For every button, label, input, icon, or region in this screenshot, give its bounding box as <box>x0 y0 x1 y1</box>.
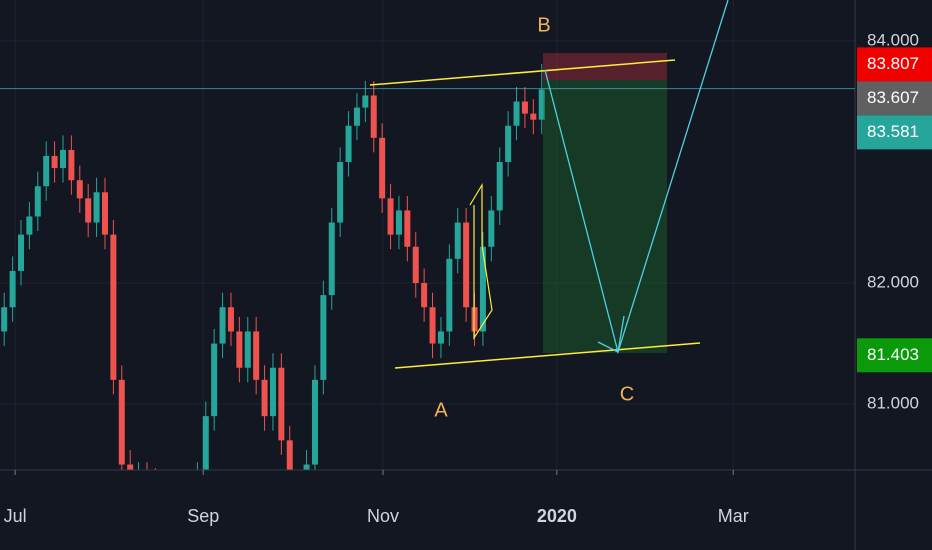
candle-body <box>34 186 41 217</box>
candle-body <box>118 379 125 465</box>
candle-body <box>211 343 218 417</box>
candle-body <box>93 192 100 223</box>
candle-body <box>261 379 268 417</box>
price-tag-label: 83.607 <box>867 88 919 107</box>
zigzag <box>469 182 493 341</box>
candle-body <box>17 234 24 271</box>
price-tag-box <box>857 338 932 373</box>
trendline <box>369 59 676 86</box>
candle-body <box>68 149 75 181</box>
price-tag-box <box>857 115 932 150</box>
arrow-head <box>597 341 619 353</box>
candle-body <box>110 234 117 380</box>
candle-body <box>101 192 108 235</box>
candle-body <box>437 331 444 344</box>
y-tick-label: 82.000 <box>867 273 919 292</box>
candle-body <box>1 307 8 332</box>
y-tick-label: 81.000 <box>867 394 919 413</box>
x-tick-label: Jul <box>4 506 27 526</box>
candle-body <box>496 162 503 211</box>
candle-body <box>362 95 369 108</box>
candle-body <box>227 307 234 332</box>
candle-body <box>328 222 335 296</box>
candle-body <box>404 210 411 247</box>
candle-body <box>379 137 386 199</box>
candle-body <box>244 331 251 368</box>
candle-body <box>463 222 470 308</box>
price-tag-box <box>857 47 932 82</box>
candle-body <box>269 367 276 417</box>
y-tick-label: 84.000 <box>867 31 919 50</box>
candle-body <box>236 331 243 368</box>
candle-body <box>303 464 310 470</box>
wave-label: A <box>434 399 448 421</box>
drawings <box>369 0 729 369</box>
candle-body <box>530 113 537 120</box>
candle-body <box>412 246 419 284</box>
candle-body <box>59 149 66 169</box>
x-tick-label: Mar <box>718 506 749 526</box>
x-tick-label: Sep <box>187 506 219 526</box>
candle-body <box>513 101 520 126</box>
price-tag: 83.807 <box>857 47 932 82</box>
target-zone <box>543 80 667 353</box>
plot-area <box>0 0 855 470</box>
wave-label: C <box>620 383 634 405</box>
candle-body <box>421 283 428 308</box>
candle-body <box>286 440 293 470</box>
candle-body <box>9 270 16 308</box>
price-tag: 83.607 <box>857 81 932 116</box>
candle-body <box>337 162 344 223</box>
candle-body <box>521 101 528 114</box>
candle-body <box>127 464 134 470</box>
candle-body <box>345 125 352 163</box>
candle-body <box>320 295 327 380</box>
arrow-head <box>617 315 625 353</box>
x-tick-label: 2020 <box>537 506 577 526</box>
candle-body <box>353 107 360 126</box>
candle-body <box>454 222 461 259</box>
candle-body <box>51 155 58 169</box>
price-tag-label: 81.403 <box>867 345 919 364</box>
candle-body <box>202 416 209 470</box>
stop-zone <box>543 53 667 80</box>
candle-body <box>370 95 377 138</box>
price-tag-box <box>857 81 932 116</box>
candle-body <box>446 258 453 332</box>
candle-body <box>538 89 545 120</box>
price-tag-label: 83.807 <box>867 54 919 73</box>
candle-body <box>85 198 92 223</box>
candle-body <box>76 180 83 199</box>
candle-body <box>278 367 285 441</box>
candle-body <box>488 210 495 247</box>
candle-body <box>429 307 436 344</box>
price-tag: 83.581 <box>857 115 932 150</box>
trendline <box>394 342 701 369</box>
candle-body <box>253 331 260 380</box>
candle-body <box>219 307 226 344</box>
price-tag-label: 83.581 <box>867 122 919 141</box>
wave-label: B <box>537 14 550 36</box>
candle-body <box>387 198 394 235</box>
candle-body <box>395 210 402 235</box>
candle-body <box>311 379 318 465</box>
candle-body <box>505 125 512 163</box>
candle-body <box>26 216 33 235</box>
candle-body <box>479 246 486 332</box>
price-tag: 81.403 <box>857 338 932 373</box>
x-tick-label: Nov <box>367 506 399 526</box>
candle-body <box>43 155 50 187</box>
